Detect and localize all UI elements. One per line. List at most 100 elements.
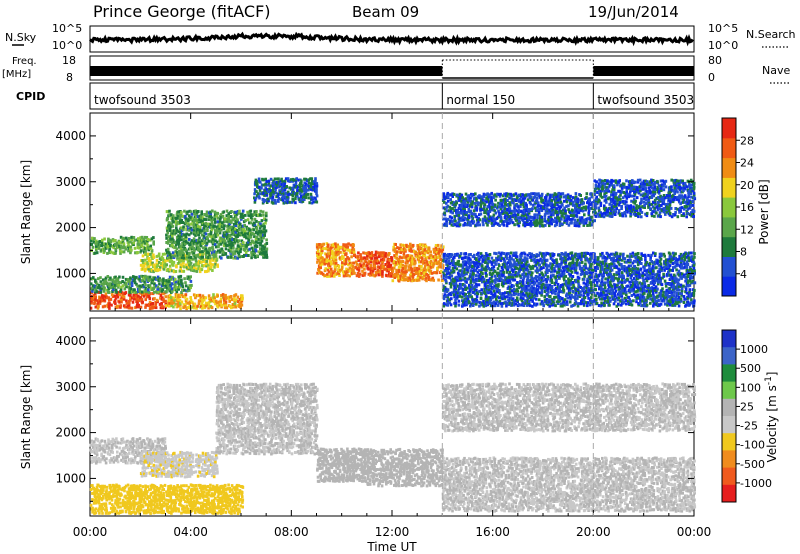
- range-gate-cell: [519, 276, 523, 280]
- range-gate-cell: [506, 287, 510, 290]
- range-gate-cell: [403, 277, 407, 281]
- range-gate-cell: [170, 213, 173, 217]
- range-gate-cell: [234, 224, 238, 227]
- range-gate-cell: [240, 233, 244, 237]
- range-gate-cell: [523, 224, 527, 228]
- range-gate-cell: [281, 198, 285, 202]
- range-gate-cell: [445, 281, 448, 285]
- range-gate-cell: [471, 260, 474, 264]
- range-gate-cell: [376, 251, 380, 255]
- range-gate-cell: [346, 256, 349, 259]
- range-gate-cell: [259, 241, 263, 245]
- range-gate-cell: [141, 261, 145, 265]
- range-gate-cell: [143, 269, 147, 273]
- range-gate-cell: [398, 255, 402, 259]
- range-gate-cell: [350, 255, 353, 259]
- range-gate-cell: [177, 275, 180, 279]
- range-gate-cell: [540, 293, 543, 297]
- range-gate-cell: [529, 267, 533, 271]
- range-gate-cell: [135, 290, 138, 294]
- range-gate-cell: [241, 244, 245, 247]
- range-gate-cell: [482, 277, 486, 281]
- range-gate-cell: [524, 301, 527, 305]
- range-gate-cell: [414, 271, 418, 275]
- range-gate-cell: [462, 287, 465, 291]
- range-gate-cell: [495, 283, 498, 287]
- range-gate-cell: [369, 263, 373, 267]
- range-gate-cell: [153, 285, 156, 289]
- range-gate-cell: [174, 278, 177, 282]
- range-gate-cell: [520, 299, 524, 302]
- range-gate-cell: [546, 200, 549, 204]
- range-gate-cell: [423, 254, 427, 258]
- range-gate-cell: [548, 221, 551, 225]
- range-gate-cell: [463, 294, 466, 298]
- range-gate-cell: [445, 219, 448, 223]
- range-gate-cell: [448, 253, 452, 256]
- range-gate-cell: [546, 271, 549, 274]
- range-gate-cell: [503, 204, 506, 208]
- range-gate-cell: [442, 195, 446, 198]
- range-gate-cell: [589, 203, 592, 207]
- range-gate-cell: [121, 294, 124, 298]
- range-gate-cell: [471, 200, 474, 204]
- range-gate-cell: [267, 199, 270, 203]
- range-gate-cell: [107, 298, 111, 302]
- range-gate-cell: [539, 221, 542, 225]
- range-gate-cell: [236, 229, 239, 232]
- range-gate-cell: [540, 197, 543, 200]
- range-gate-cell: [334, 255, 338, 258]
- range-gate-cell: [264, 182, 267, 186]
- range-gate-cell: [497, 283, 500, 287]
- range-gate-cell: [451, 200, 454, 204]
- range-gate-cell: [535, 297, 538, 301]
- range-gate-cell: [541, 276, 544, 280]
- range-gate-cell: [255, 219, 258, 223]
- range-gate-cell: [497, 258, 500, 262]
- range-gate-cell: [421, 244, 425, 248]
- range-gate-cell: [152, 236, 155, 240]
- range-gate-cell: [121, 284, 125, 288]
- range-gate-cell: [117, 281, 121, 284]
- range-gate-cell: [193, 304, 196, 308]
- range-gate-cell: [185, 257, 189, 261]
- range-gate-cell: [582, 221, 586, 225]
- range-gate-cell: [490, 200, 494, 204]
- range-gate-cell: [259, 180, 262, 184]
- freq-band-2: [593, 66, 694, 76]
- range-gate-cell: [494, 218, 497, 222]
- range-gate-cell: [531, 277, 534, 281]
- range-gate-cell: [530, 285, 534, 289]
- range-gate-cell: [196, 226, 199, 230]
- range-gate-cell: [591, 219, 595, 223]
- range-gate-cell: [149, 244, 152, 248]
- range-gate-cell: [459, 269, 462, 273]
- range-gate-cell: [483, 302, 486, 306]
- range-gate-cell: [459, 218, 463, 222]
- range-gate-cell: [533, 260, 536, 264]
- range-gate-cell: [347, 263, 350, 267]
- range-gate-cell: [402, 255, 406, 259]
- range-gate-cell: [137, 243, 141, 247]
- range-gate-cell: [552, 261, 556, 264]
- range-gate-cell: [329, 260, 333, 264]
- range-gate-cell: [461, 304, 464, 308]
- range-gate-cell: [486, 199, 489, 203]
- range-gate-cell: [521, 216, 525, 220]
- range-gate-cell: [513, 278, 517, 282]
- range-gate-cell: [442, 217, 445, 221]
- range-gate-cell: [490, 262, 494, 266]
- range-gate-cell: [539, 206, 543, 210]
- range-gate-cell: [198, 256, 202, 260]
- range-gate-cell: [304, 187, 307, 191]
- range-gate-cell: [537, 192, 540, 196]
- range-gate-cell: [499, 205, 503, 209]
- range-gate-cell: [254, 239, 258, 243]
- range-gate-cell: [294, 197, 297, 201]
- range-gate-cell: [493, 251, 496, 255]
- range-gate-cell: [523, 256, 527, 260]
- range-gate-cell: [239, 247, 243, 251]
- range-gate-cell: [170, 298, 173, 302]
- range-gate-cell: [512, 258, 515, 262]
- range-gate-cell: [152, 263, 156, 267]
